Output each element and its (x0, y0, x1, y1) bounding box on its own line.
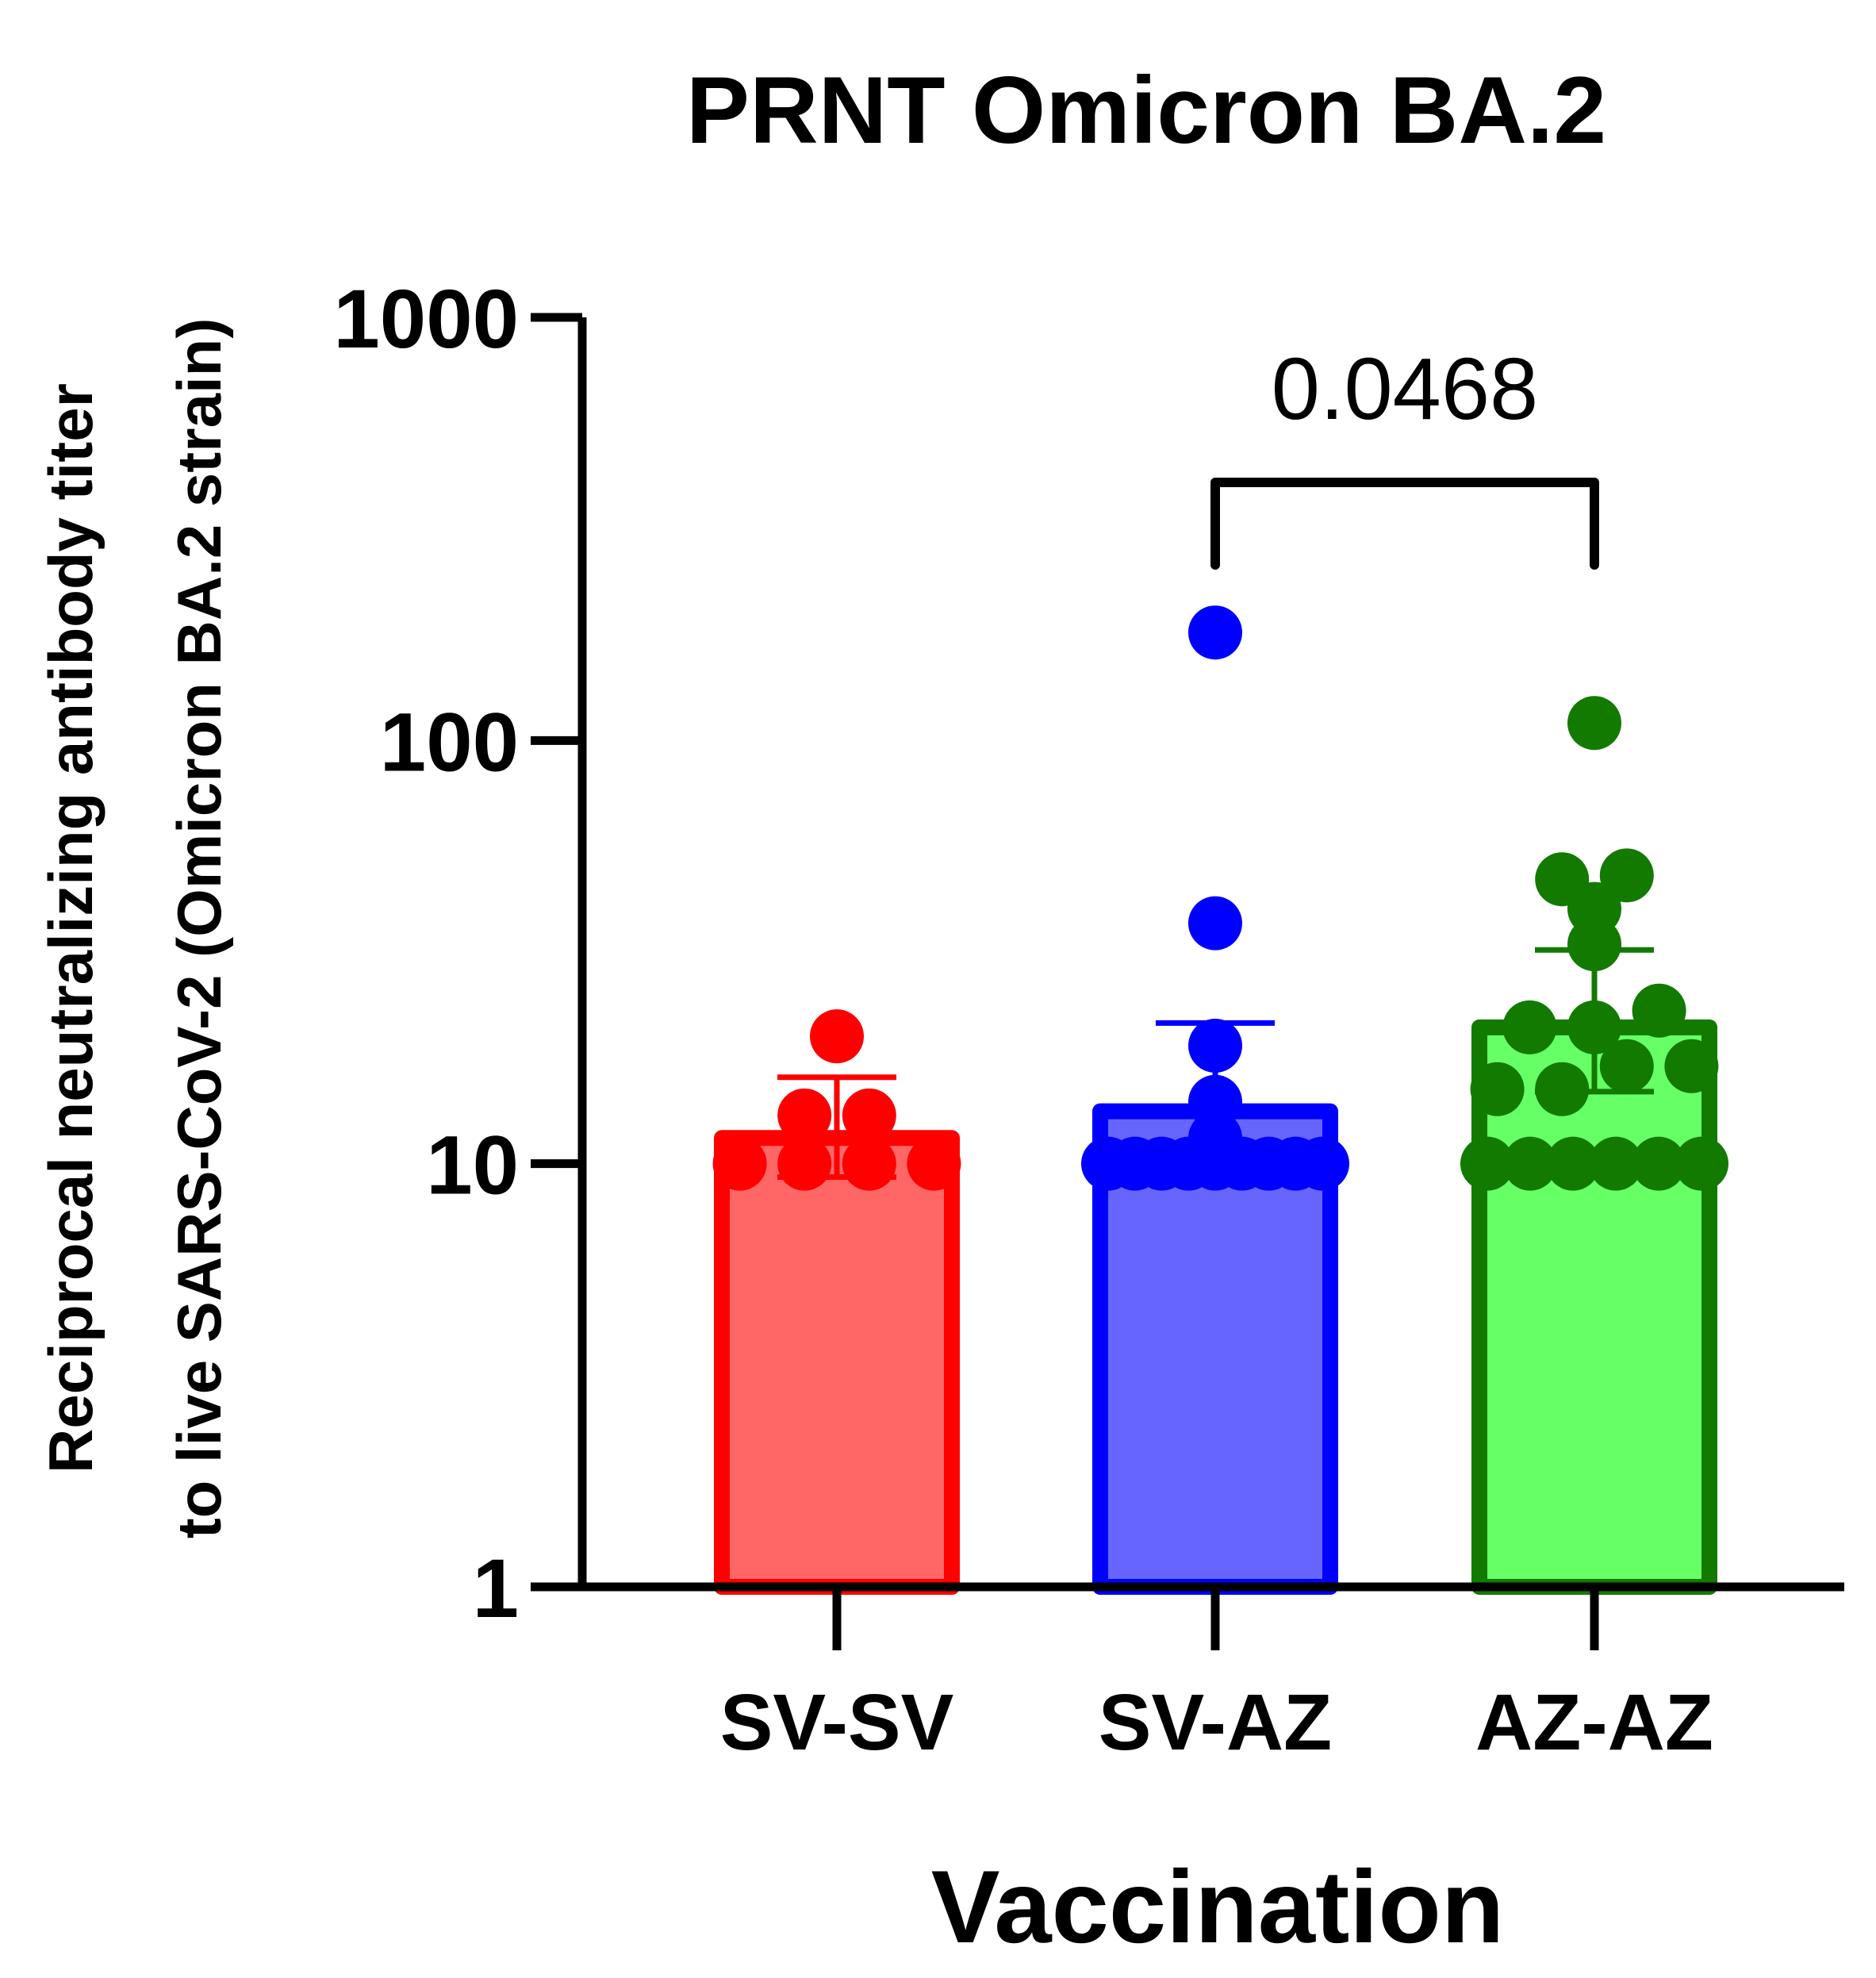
bar (714, 1130, 960, 1595)
x-ticks: SV-SV SV-AZ AZ-AZ (720, 1587, 1713, 1767)
y-axis-label-line2: to live SARS-CoV-2 (Omicron BA.2 strain) (164, 318, 234, 1539)
data-point (1502, 1000, 1557, 1054)
plot-area (712, 605, 1728, 1595)
data-point (1599, 1039, 1654, 1093)
y-ticks: 1 10 100 1000 (333, 273, 582, 1635)
data-point (1567, 696, 1621, 751)
data-point (777, 1136, 832, 1191)
data-point (1546, 1136, 1600, 1191)
significance-bracket (1210, 478, 1599, 570)
series-group-AZ-AZ (1460, 696, 1728, 1595)
series-group-SV-AZ (1081, 605, 1349, 1595)
data-point (810, 1009, 864, 1064)
data-point (842, 1136, 896, 1191)
y-tick-label: 100 (380, 696, 519, 789)
data-point (1632, 1136, 1686, 1191)
series-group-SV-SV (712, 1009, 961, 1595)
y-axis-label-line1: Reciprocal neutralizing antibody titer (36, 383, 106, 1473)
x-tick-label: SV-SV (720, 1678, 954, 1767)
data-point (1470, 1062, 1525, 1116)
data-point (712, 1136, 767, 1191)
x-tick-label: SV-AZ (1099, 1678, 1332, 1767)
data-point (1188, 605, 1242, 660)
chart-title: PRNT Omicron BA.2 (686, 57, 1606, 163)
data-point (907, 1136, 961, 1191)
y-tick-label: 1000 (333, 273, 519, 366)
data-point (1599, 848, 1654, 903)
data-point (1503, 1136, 1557, 1191)
data-point (1632, 983, 1686, 1038)
data-point (1535, 852, 1590, 907)
data-point (1188, 896, 1242, 951)
data-point (1460, 1136, 1514, 1191)
data-point (777, 1088, 832, 1143)
y-tick-label: 10 (426, 1120, 519, 1212)
data-point (1675, 1136, 1728, 1191)
y-tick-label: 1 (473, 1542, 519, 1635)
x-tick-label: AZ-AZ (1475, 1678, 1713, 1767)
p-value-label: 0.0468 (1272, 340, 1538, 438)
significance-annotation: 0.0468 (1210, 340, 1599, 570)
data-point (842, 1088, 896, 1143)
data-point (1664, 1039, 1719, 1093)
bar (1471, 1019, 1717, 1595)
y-axis-label: Reciprocal neutralizing antibody titer t… (36, 318, 234, 1539)
data-point (1589, 1136, 1643, 1191)
data-point (1295, 1136, 1349, 1191)
x-axis-label: Vaccination (931, 1849, 1505, 1965)
